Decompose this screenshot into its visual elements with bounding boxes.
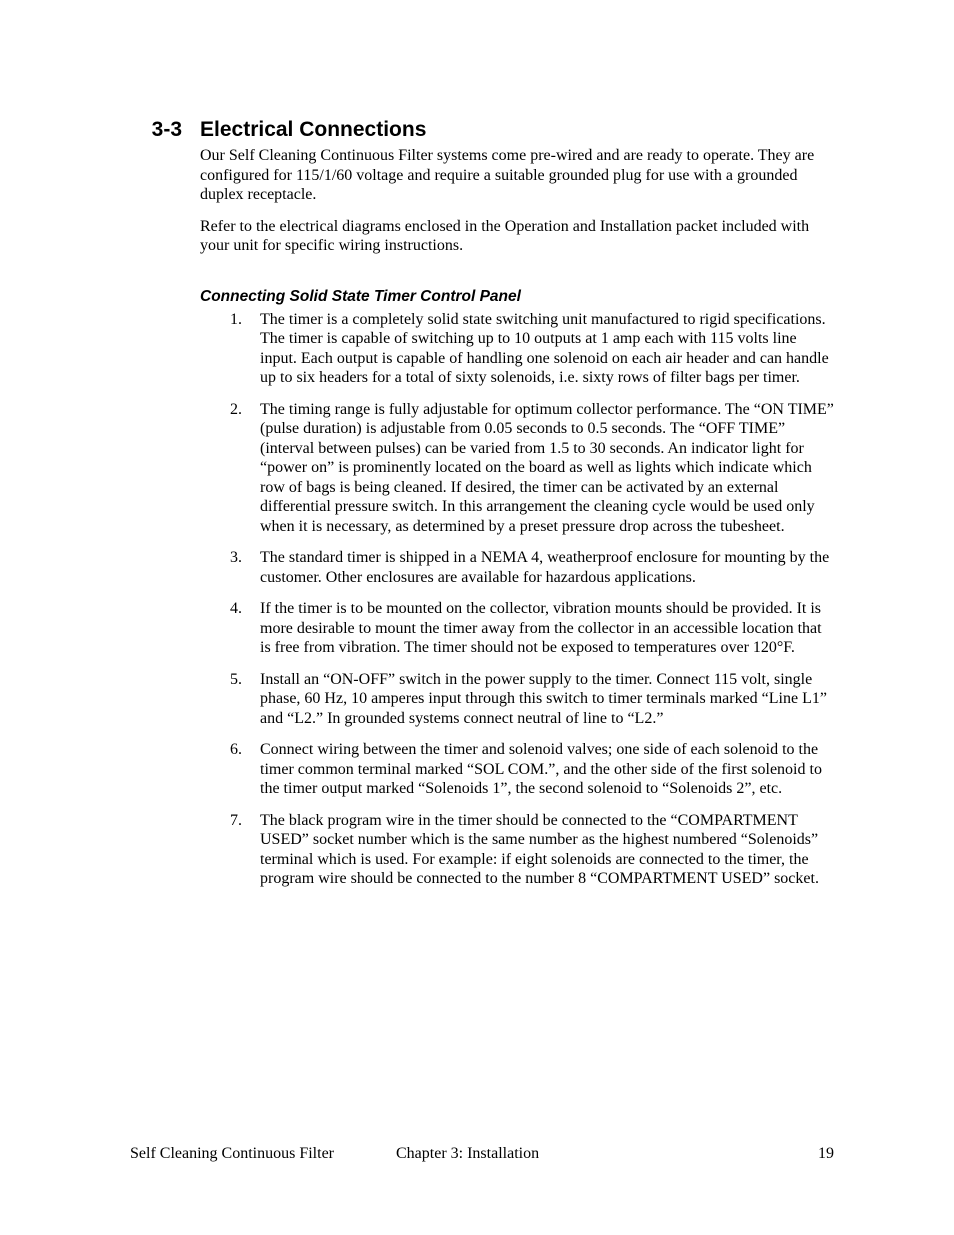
list-item: If the timer is to be mounted on the col… xyxy=(230,599,834,658)
list-item: Connect wiring between the timer and sol… xyxy=(230,740,834,799)
footer-chapter: Chapter 3: Installation xyxy=(396,1145,539,1163)
page-footer: Self Cleaning Continuous Filter Chapter … xyxy=(130,1145,834,1163)
section-heading: 3-3 Electrical Connections xyxy=(130,118,834,142)
list-item: The black program wire in the timer shou… xyxy=(230,811,834,889)
subheading: Connecting Solid State Timer Control Pan… xyxy=(200,288,834,306)
intro-paragraph: Our Self Cleaning Continuous Filter syst… xyxy=(200,146,834,205)
footer-doc-title: Self Cleaning Continuous Filter xyxy=(130,1145,334,1163)
footer-page-number: 19 xyxy=(818,1145,834,1163)
section-number: 3-3 xyxy=(130,118,200,142)
section-title: Electrical Connections xyxy=(200,118,834,142)
list-item: The standard timer is shipped in a NEMA … xyxy=(230,548,834,587)
list-item: The timer is a completely solid state sw… xyxy=(230,310,834,388)
timer-connection-list: The timer is a completely solid state sw… xyxy=(230,310,834,889)
intro-block: Our Self Cleaning Continuous Filter syst… xyxy=(200,146,834,256)
intro-paragraph: Refer to the electrical diagrams enclose… xyxy=(200,217,834,256)
list-item: The timing range is fully adjustable for… xyxy=(230,400,834,537)
list-item: Install an “ON-OFF” switch in the power … xyxy=(230,670,834,729)
